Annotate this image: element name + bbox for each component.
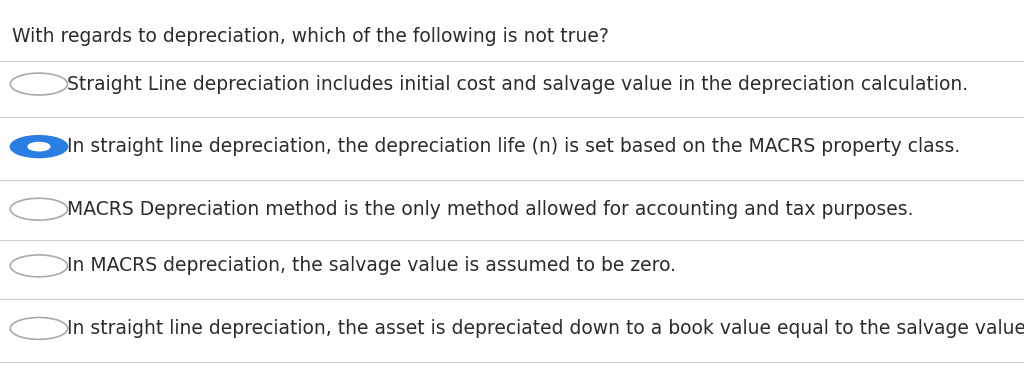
Text: MACRS Depreciation method is the only method allowed for accounting and tax purp: MACRS Depreciation method is the only me…	[67, 200, 913, 219]
Text: With regards to depreciation, which of the following is not true?: With regards to depreciation, which of t…	[12, 27, 609, 47]
Text: In MACRS depreciation, the salvage value is assumed to be zero.: In MACRS depreciation, the salvage value…	[67, 256, 676, 275]
Circle shape	[10, 317, 68, 339]
Circle shape	[10, 255, 68, 277]
Circle shape	[10, 136, 68, 158]
Text: In straight line depreciation, the depreciation life (n) is set based on the MAC: In straight line depreciation, the depre…	[67, 137, 959, 156]
Text: Straight Line depreciation includes initial cost and salvage value in the deprec: Straight Line depreciation includes init…	[67, 75, 968, 93]
Text: In straight line depreciation, the asset is depreciated down to a book value equ: In straight line depreciation, the asset…	[67, 319, 1024, 338]
Circle shape	[28, 142, 50, 151]
Circle shape	[10, 198, 68, 220]
Circle shape	[10, 73, 68, 95]
